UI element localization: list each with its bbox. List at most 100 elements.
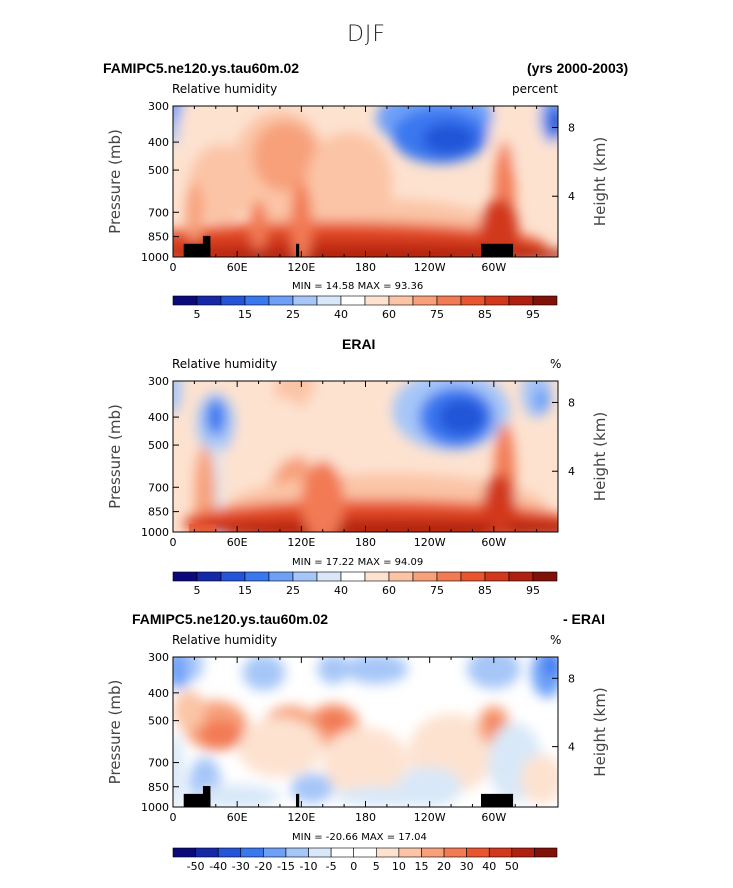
contour-region: [242, 657, 286, 691]
contour-region: [173, 381, 182, 415]
contour-region: [185, 182, 203, 243]
colorbar-label: -10: [300, 860, 318, 873]
y-tick-label: 1000: [141, 526, 169, 539]
contour-region: [317, 657, 350, 684]
panel1-stats: MIN = 14.58 MAX = 93.36: [292, 281, 424, 292]
topography-mask: [295, 243, 300, 257]
x-tick-label: 180: [355, 536, 376, 549]
contour-region: [205, 522, 558, 532]
y-tick-label: 400: [148, 136, 169, 149]
colorbar-swatch: [196, 295, 222, 306]
y-axis-label: Pressure (mb): [106, 404, 124, 509]
x-tick-label: 0: [170, 536, 177, 549]
colorbar-swatch: [292, 295, 318, 306]
colorbar-label: 20: [437, 860, 451, 873]
colorbar-swatch: [436, 571, 462, 582]
y-tick-label: 300: [148, 651, 169, 664]
colorbar-label: 50: [505, 860, 519, 873]
panel1-subtitle-left: Relative humidity: [172, 82, 278, 96]
colorbar-swatch: [398, 847, 422, 858]
contour-region: [322, 727, 409, 798]
colorbar-swatch: [460, 295, 486, 306]
contour-region: [173, 690, 206, 731]
colorbar-swatch: [316, 571, 342, 582]
colorbar-swatch: [195, 847, 219, 858]
x-tick-label: 60W: [481, 536, 506, 549]
contour-region: [479, 199, 519, 257]
panel1-subtitle-right: percent: [512, 82, 558, 96]
colorbar-label: 85: [478, 584, 492, 597]
y2-tick-label: 8: [568, 121, 575, 134]
contour-region: [467, 657, 521, 689]
colorbar-swatch: [330, 847, 355, 858]
y-tick-label: 850: [148, 781, 169, 794]
colorbar-swatch: [421, 847, 445, 858]
colorbar-swatch: [484, 295, 510, 306]
colorbar-label: 60: [382, 584, 396, 597]
y-tick-label: 300: [148, 375, 169, 388]
y-tick-label: 1000: [141, 801, 169, 814]
plot-panel-2: 0 60E 120E 180 120W 60W 300 400 500 700 850 1000 8 4 P…: [106, 375, 609, 597]
x-tick-label: 0: [170, 811, 177, 824]
colorbar-swatch: [353, 847, 377, 858]
x-tick-label: 60E: [227, 261, 248, 274]
x-tick-label: 180: [355, 811, 376, 824]
y-tick-label: 850: [148, 506, 169, 519]
y-axis-label: Pressure (mb): [106, 129, 124, 234]
colorbar-label: 15: [238, 308, 252, 321]
y-tick-label: 700: [148, 757, 169, 770]
contour-region: [422, 122, 476, 155]
colorbar-swatch: [172, 571, 198, 582]
colorbar-label: 15: [414, 860, 428, 873]
plot-panel-1: 0 60E 120E 180 120W 60W 300 400 500 700 850 1000 8 4 P…: [106, 100, 609, 321]
colorbar-swatch: [508, 571, 534, 582]
colorbar-swatch: [460, 571, 486, 582]
x-tick-label: 120W: [414, 811, 446, 824]
contour-fill-group: [173, 657, 558, 807]
y-tick-label: 400: [148, 687, 169, 700]
contour-region: [237, 717, 323, 778]
contour-region: [520, 754, 558, 805]
colorbar-swatch: [244, 295, 270, 306]
colorbar-swatch: [308, 847, 332, 858]
topography-mask: [481, 243, 514, 257]
colorbar-swatch: [484, 571, 510, 582]
y2-tick-label: 8: [568, 396, 575, 409]
contour-region: [301, 460, 345, 532]
panel2-center-title: ERAI: [342, 336, 376, 352]
panel3-right-title: - ERAI: [563, 611, 605, 627]
colorbar-swatch: [196, 571, 222, 582]
contour-region: [438, 399, 486, 436]
contour-field: [173, 106, 558, 257]
colorbar-swatch: [340, 295, 366, 306]
x-tick-label: 60E: [227, 536, 248, 549]
x-tick-label: 120W: [414, 261, 446, 274]
colorbar-label: 60: [382, 308, 396, 321]
colorbar-label: 40: [334, 308, 348, 321]
colorbar-swatch: [534, 847, 558, 858]
colorbar-label: 85: [478, 308, 492, 321]
colorbar-swatch: [340, 571, 366, 582]
panel1-right-title: (yrs 2000-2003): [527, 60, 629, 76]
colorbar-swatch: [217, 847, 242, 858]
contour-region: [185, 657, 203, 681]
contour-field: [173, 657, 558, 807]
colorbar-swatch: [268, 295, 294, 306]
y-tick-label: 500: [148, 164, 169, 177]
x-tick-label: 180: [355, 261, 376, 274]
colorbar-label: 10: [392, 860, 406, 873]
colorbar-swatch: [388, 571, 414, 582]
y2-axis-label: Height (km): [591, 687, 609, 776]
y-tick-label: 700: [148, 206, 169, 219]
x-tick-label: 120E: [287, 261, 315, 274]
contour-region: [206, 399, 226, 436]
x-tick-label: 120E: [287, 811, 315, 824]
colorbar-label: -40: [209, 860, 227, 873]
colorbar-swatch: [364, 571, 390, 582]
colorbar-swatch: [316, 295, 342, 306]
colorbar-swatch: [240, 847, 264, 858]
y2-tick-label: 4: [568, 465, 575, 478]
colorbar-swatch: [268, 571, 294, 582]
contour-region: [487, 715, 501, 732]
colorbar-label: 25: [286, 584, 300, 597]
